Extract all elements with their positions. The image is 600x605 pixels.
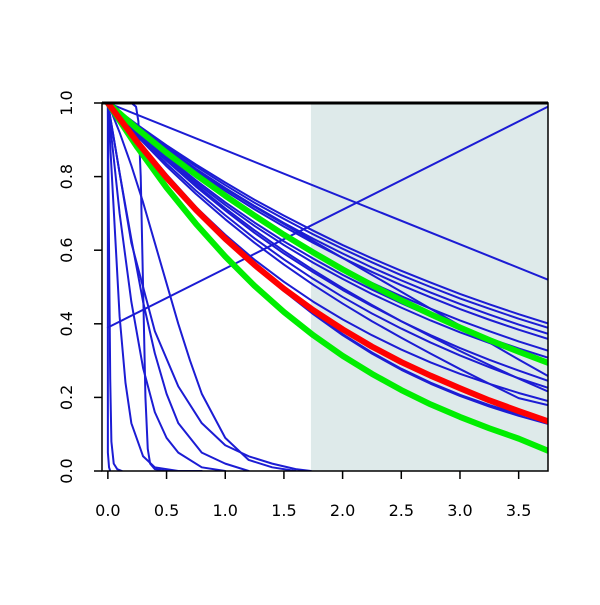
series-line-20 (106, 103, 227, 471)
x-tick-label: 2.0 (330, 501, 355, 520)
y-tick-label: 0.8 (57, 164, 76, 189)
y-tick-label: 0.2 (57, 385, 76, 410)
series-line-19 (106, 103, 203, 471)
series-layer (104, 103, 548, 471)
series-line-1 (106, 103, 548, 281)
x-tick-label: 0.0 (95, 501, 120, 520)
series-line-2 (106, 105, 548, 329)
x-tick-label: 1.0 (213, 501, 238, 520)
axis-layer: 0.0 0.5 1.0 1.5 2.0 2.5 3.0 3.5 0.0 0.2 0.4 0.6 0.8 1… (57, 90, 549, 520)
series-line-24 (106, 103, 192, 471)
x-tick-label: 1.5 (271, 501, 296, 520)
series-line-28 (104, 103, 548, 425)
y-tick-label: 0.6 (57, 237, 76, 262)
series-line-5 (106, 103, 548, 329)
x-tick-label: 0.5 (154, 501, 179, 520)
series-line-6 (106, 103, 548, 325)
series-line-18 (106, 103, 123, 471)
series-line-22 (106, 103, 297, 471)
y-tick-label: 0.4 (57, 311, 76, 336)
y-tick-label: 1.0 (57, 90, 76, 115)
series-line-27 (104, 103, 548, 454)
x-tick-label: 2.5 (389, 501, 414, 520)
y-tick-label: 0.0 (57, 458, 76, 483)
x-tick-label: 3.5 (506, 501, 531, 520)
series-line-12 (106, 103, 548, 382)
series-line-10 (106, 103, 548, 364)
series-line-13 (106, 103, 548, 393)
series-line-14 (106, 103, 548, 407)
series-line-3 (106, 103, 548, 335)
x-tick-label: 3.0 (447, 501, 472, 520)
series-line-26 (104, 103, 548, 366)
series-line-11 (106, 103, 548, 389)
series-line-25 (106, 103, 112, 471)
